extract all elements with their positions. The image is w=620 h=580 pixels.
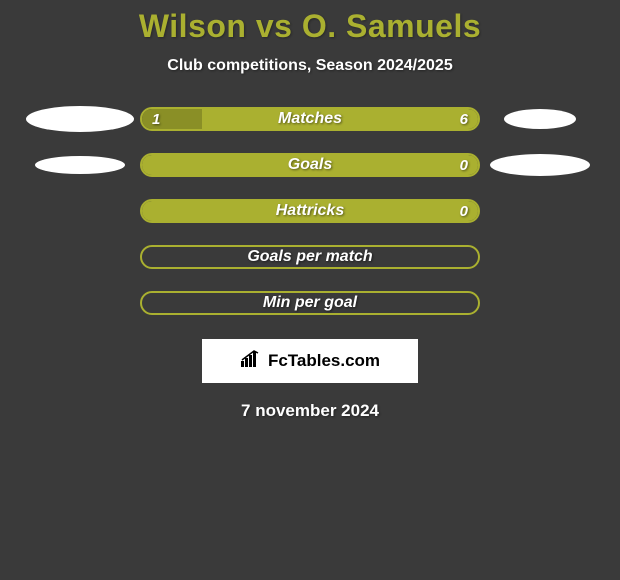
stat-rows: 16Matches 0Goals 0Hattricks Goals per match… [0, 107, 620, 315]
stat-bar: Min per goal [140, 291, 480, 315]
stat-row: 0Hattricks [0, 199, 620, 223]
comparison-card: Wilson vs O. Samuels Club competitions, … [0, 0, 620, 421]
page-subtitle: Club competitions, Season 2024/2025 [0, 57, 620, 75]
stat-label: Min per goal [142, 293, 478, 313]
right-player-marker [480, 154, 600, 176]
stat-row: Goals per match [0, 245, 620, 269]
stat-bar: 0Goals [140, 153, 480, 177]
left-player-marker [20, 156, 140, 174]
page-title: Wilson vs O. Samuels [0, 8, 620, 45]
stat-bar: 0Hattricks [140, 199, 480, 223]
stat-bar: 16Matches [140, 107, 480, 131]
stat-bar: Goals per match [140, 245, 480, 269]
left-player-marker [20, 106, 140, 132]
stat-label: Goals per match [142, 247, 478, 267]
player-ellipse-icon [26, 106, 134, 132]
stat-row: 0Goals [0, 153, 620, 177]
date-text: 7 november 2024 [0, 401, 620, 421]
stat-bar-left-fill [142, 109, 202, 129]
source-badge: FcTables.com [202, 339, 418, 383]
source-text: FcTables.com [268, 351, 380, 371]
player-ellipse-icon [504, 109, 576, 129]
right-player-marker [480, 109, 600, 129]
stat-row: 16Matches [0, 107, 620, 131]
player-ellipse-icon [490, 154, 590, 176]
player-ellipse-icon [35, 156, 125, 174]
stat-bar-left-fill [142, 201, 478, 221]
stat-bar-right-fill [202, 109, 478, 129]
stat-row: Min per goal [0, 291, 620, 315]
stat-bar-left-fill [142, 155, 478, 175]
chart-icon [240, 350, 262, 373]
